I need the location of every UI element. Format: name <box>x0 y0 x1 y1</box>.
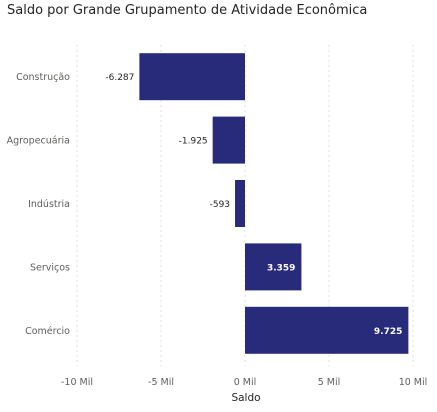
bar-1 <box>212 116 245 164</box>
x-tick-label-1: -5 Mil <box>148 377 174 388</box>
category-labels: Construção Agropecuária Indústria Serviços C… <box>7 72 71 337</box>
data-label-1: -1.925 <box>179 137 208 147</box>
x-axis-ticks: -10 Mil -5 Mil 0 Mil 5 Mil 10 Mil <box>61 377 427 388</box>
x-tick-label-0: -10 Mil <box>61 377 93 388</box>
bar-0 <box>139 53 245 101</box>
bar-2 <box>235 180 245 227</box>
bars <box>139 53 409 354</box>
data-label-0: -6.287 <box>105 73 134 83</box>
category-label-0: Construção <box>16 72 70 83</box>
bar-4 <box>245 306 409 354</box>
bar-3 <box>245 243 302 291</box>
x-tick-label-2: 0 Mil <box>234 377 257 388</box>
category-label-2: Indústria <box>28 199 70 210</box>
x-tick-label-3: 5 Mil <box>318 377 341 388</box>
chart-title: Saldo por Grande Grupamento de Atividade… <box>7 3 368 18</box>
data-label-4: 9.725 <box>374 327 402 337</box>
x-axis-title: Saldo <box>231 392 260 404</box>
data-label-2: -593 <box>210 200 230 210</box>
category-label-3: Serviços <box>30 262 70 273</box>
category-label-1: Agropecuária <box>7 136 70 147</box>
category-label-4: Comércio <box>25 326 70 337</box>
data-labels: -6.287 -1.925 -593 3.359 9.725 <box>105 73 402 337</box>
x-tick-label-4: 10 Mil <box>399 377 428 388</box>
data-label-3: 3.359 <box>267 263 295 273</box>
